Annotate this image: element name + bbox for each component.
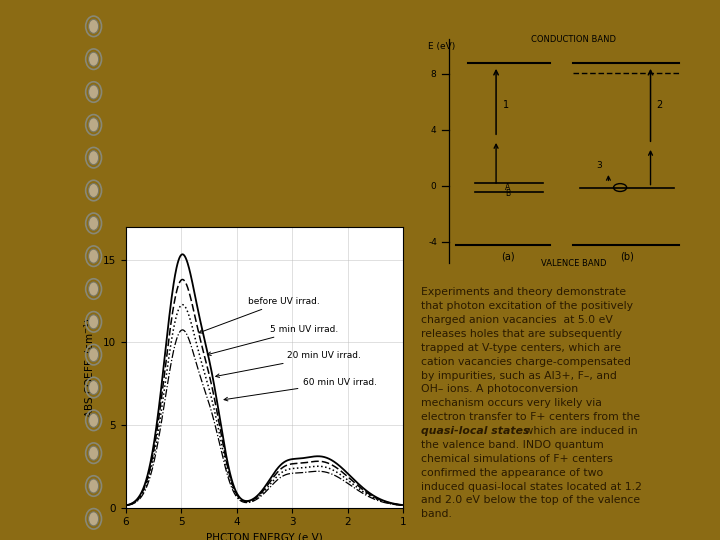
Text: cation vacancies charge-compensated: cation vacancies charge-compensated — [420, 357, 631, 367]
Text: Experiments and theory demonstrate: Experiments and theory demonstrate — [420, 287, 626, 298]
Text: the valence band. INDO quantum: the valence band. INDO quantum — [420, 440, 603, 450]
Text: A: A — [505, 183, 510, 192]
Text: that photon excitation of the positively: that photon excitation of the positively — [420, 301, 632, 311]
Text: and 2.0 eV below the top of the valence: and 2.0 eV below the top of the valence — [420, 495, 639, 505]
Text: 5 min UV irrad.: 5 min UV irrad. — [207, 325, 338, 355]
Text: electron transfer to F+ centers from the: electron transfer to F+ centers from the — [420, 412, 639, 422]
Text: induced quasi-local states located at 1.2: induced quasi-local states located at 1.… — [420, 482, 642, 491]
Text: mechanism occurs very likely via: mechanism occurs very likely via — [420, 399, 601, 408]
Y-axis label: ABS COEFF  (cm$^{-1}$): ABS COEFF (cm$^{-1}$) — [83, 317, 97, 417]
Text: which are induced in: which are induced in — [521, 426, 638, 436]
Text: -4: -4 — [428, 238, 437, 247]
Text: 2: 2 — [657, 100, 662, 110]
Text: 1: 1 — [503, 100, 509, 110]
Text: 8: 8 — [430, 70, 436, 79]
Text: OH– ions. A photoconversion: OH– ions. A photoconversion — [420, 384, 577, 394]
Text: 20 min UV irrad.: 20 min UV irrad. — [216, 351, 361, 377]
Text: 0: 0 — [430, 181, 436, 191]
Text: B: B — [505, 190, 510, 198]
Text: band.: band. — [420, 509, 451, 519]
Text: releases holes that are subsequently: releases holes that are subsequently — [420, 329, 621, 339]
Text: confirmed the appearance of two: confirmed the appearance of two — [420, 468, 603, 478]
Text: Photoconversion of F+ centers in: Photoconversion of F+ centers in — [132, 34, 524, 54]
X-axis label: PHCTON ENERGY (e.V): PHCTON ENERGY (e.V) — [206, 533, 323, 540]
Text: charged anion vacancies  at 5.0 eV: charged anion vacancies at 5.0 eV — [420, 315, 613, 325]
Text: chemical simulations of F+ centers: chemical simulations of F+ centers — [420, 454, 613, 464]
Text: 60 min UV irrad.: 60 min UV irrad. — [224, 377, 377, 401]
Text: 3: 3 — [596, 161, 602, 170]
Text: (a): (a) — [501, 251, 515, 261]
Text: VALENCE BAND: VALENCE BAND — [541, 259, 606, 267]
Text: CONDUCTION BAND: CONDUCTION BAND — [531, 35, 616, 44]
Text: 4: 4 — [430, 126, 436, 135]
Text: by impurities, such as Al3+, F–, and: by impurities, such as Al3+, F–, and — [420, 370, 616, 381]
Text: (b): (b) — [620, 251, 634, 261]
Text: quasi-local states: quasi-local states — [420, 426, 529, 436]
Text: E (eV): E (eV) — [428, 42, 456, 51]
Text: neutron-irradiated MgO: neutron-irradiated MgO — [132, 65, 413, 85]
Text: before UV irrad.: before UV irrad. — [199, 296, 320, 333]
Text: trapped at V-type centers, which are: trapped at V-type centers, which are — [420, 343, 621, 353]
